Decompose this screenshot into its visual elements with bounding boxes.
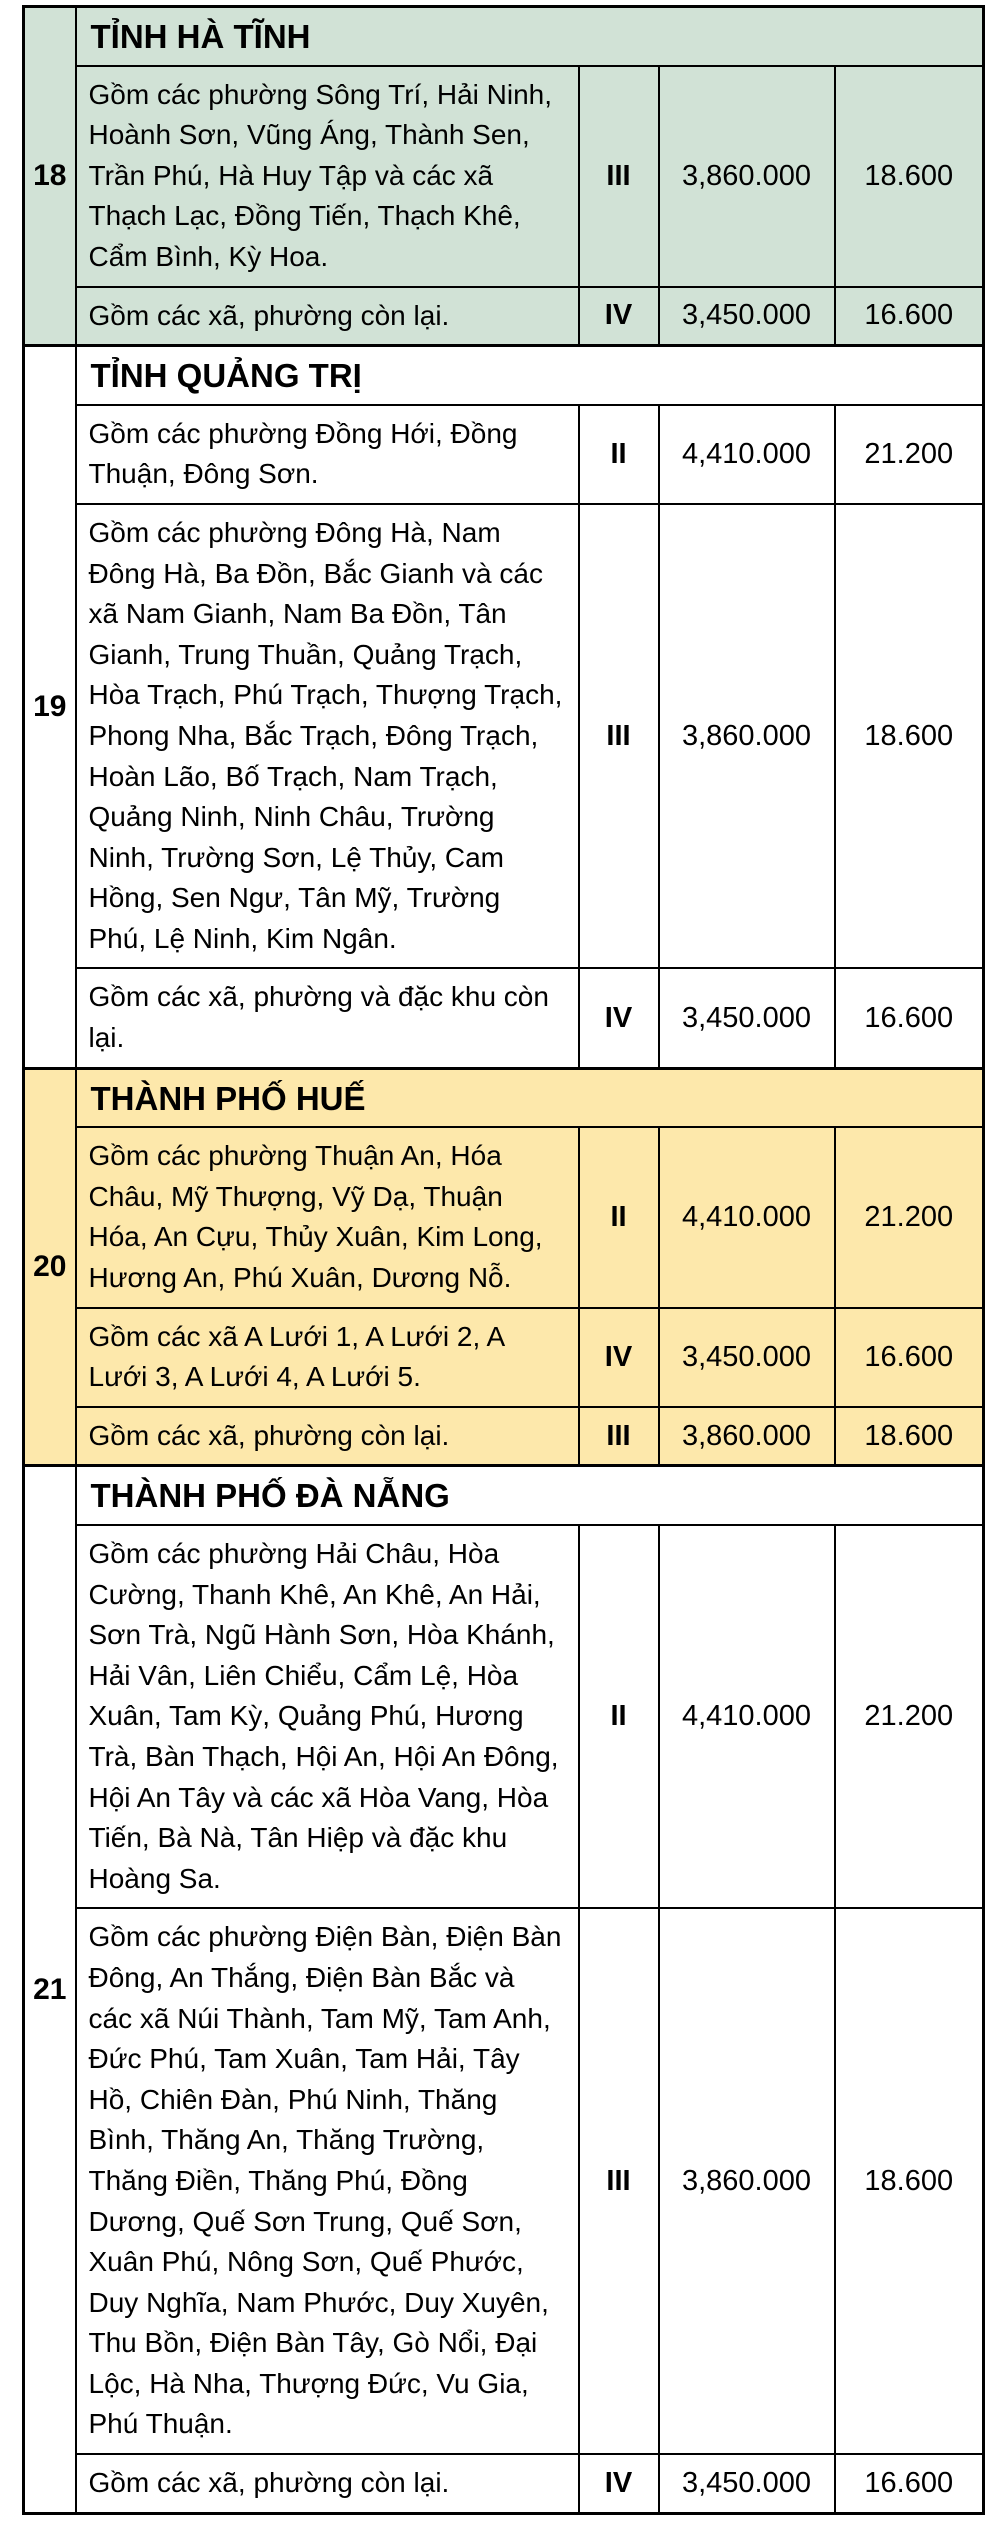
row-number: 21 (22, 1464, 77, 2515)
hourly-wage: 16.600 (833, 967, 985, 1070)
region-level: IV (577, 1306, 660, 1408)
area-description: Gồm các xã A Lưới 1, A Lưới 2, A Lưới 3,… (74, 1306, 580, 1408)
province-header: THÀNH PHỐ ĐÀ NẴNG (74, 1464, 985, 1527)
region-level: IV (577, 967, 660, 1070)
area-description: Gồm các xã, phường còn lại. (74, 285, 580, 347)
area-description: Gồm các phường Đông Hà, Nam Đông Hà, Ba … (74, 502, 580, 970)
wage-row: Gồm các xã, phường còn lại. IV 3,450.000… (24, 2453, 985, 2515)
section-header-row: 18 TỈNH HÀ TĨNH (22, 5, 985, 347)
region-level: IV (577, 285, 660, 347)
section-header-row: 19 TỈNH QUẢNG TRỊ (22, 344, 985, 1070)
monthly-wage: 3,860.000 (657, 64, 836, 288)
wage-row: Gồm các xã, phường còn lại. III 3,860.00… (24, 1405, 985, 1467)
wage-row: Gồm các phường Đồng Hới, Đồng Thuận, Đôn… (24, 403, 985, 505)
wage-row: Gồm các phường Sông Trí, Hải Ninh, Hoành… (24, 64, 985, 288)
region-level: III (577, 502, 660, 970)
monthly-wage: 3,860.000 (657, 502, 836, 970)
row-number: 18 (22, 5, 77, 347)
wage-row: Gồm các phường Đông Hà, Nam Đông Hà, Ba … (24, 502, 985, 970)
monthly-wage: 4,410.000 (657, 403, 836, 505)
monthly-wage: 3,450.000 (657, 285, 836, 347)
wage-row: Gồm các xã, phường và đặc khu còn lại. I… (24, 967, 985, 1070)
monthly-wage: 3,450.000 (657, 1306, 836, 1408)
monthly-wage: 3,450.000 (657, 967, 836, 1070)
area-description: Gồm các phường Thuận An, Hóa Châu, Mỹ Th… (74, 1126, 580, 1309)
region-level: II (577, 1126, 660, 1309)
hourly-wage: 16.600 (833, 1306, 985, 1408)
wage-row: Gồm các phường Thuận An, Hóa Châu, Mỹ Th… (24, 1126, 985, 1309)
section-header-row: 21 THÀNH PHỐ ĐÀ NẴNG (22, 1464, 985, 2515)
area-description: Gồm các phường Hải Châu, Hòa Cường, Than… (74, 1523, 580, 1910)
region-level: II (577, 1523, 660, 1910)
area-description: Gồm các phường Đồng Hới, Đồng Thuận, Đôn… (74, 403, 580, 505)
hourly-wage: 16.600 (833, 285, 985, 347)
region-level: III (577, 1405, 660, 1467)
hourly-wage: 18.600 (833, 64, 985, 288)
area-description: Gồm các xã, phường còn lại. (74, 1405, 580, 1467)
section-header-row: 20 THÀNH PHỐ HUẾ (22, 1067, 985, 1467)
province-header: THÀNH PHỐ HUẾ (74, 1067, 985, 1129)
wage-row: Gồm các phường Điện Bàn, Điện Bàn Đông, … (24, 1907, 985, 2456)
monthly-wage: 3,860.000 (657, 1907, 836, 2456)
wage-row: Gồm các xã A Lưới 1, A Lưới 2, A Lưới 3,… (24, 1306, 985, 1408)
monthly-wage: 3,450.000 (657, 2453, 836, 2515)
area-description: Gồm các xã, phường và đặc khu còn lại. (74, 967, 580, 1070)
row-number: 19 (22, 344, 77, 1070)
area-description: Gồm các xã, phường còn lại. (74, 2453, 580, 2515)
minimum-wage-table: 18 TỈNH HÀ TĨNH Gồm các phường Sông Trí,… (22, 5, 986, 2515)
hourly-wage: 18.600 (833, 1907, 985, 2456)
hourly-wage: 16.600 (833, 2453, 985, 2515)
province-header: TỈNH QUẢNG TRỊ (74, 344, 985, 406)
region-level: IV (577, 2453, 660, 2515)
region-level: III (577, 1907, 660, 2456)
hourly-wage: 18.600 (833, 1405, 985, 1467)
province-header: TỈNH HÀ TĨNH (74, 5, 985, 67)
row-number: 20 (22, 1067, 77, 1467)
wage-row: Gồm các xã, phường còn lại. IV 3,450.000… (24, 285, 985, 347)
section-18: 18 TỈNH HÀ TĨNH Gồm các phường Sông Trí,… (22, 5, 985, 347)
monthly-wage: 3,860.000 (657, 1405, 836, 1467)
region-level: III (577, 64, 660, 288)
area-description: Gồm các phường Sông Trí, Hải Ninh, Hoành… (74, 64, 580, 288)
hourly-wage: 18.600 (833, 502, 985, 970)
monthly-wage: 4,410.000 (657, 1126, 836, 1309)
area-description: Gồm các phường Điện Bàn, Điện Bàn Đông, … (74, 1907, 580, 2456)
section-20: 20 THÀNH PHỐ HUẾ Gồm các phường Thuận An… (22, 1067, 985, 1467)
section-21: 21 THÀNH PHỐ ĐÀ NẴNG Gồm các phường Hải … (22, 1464, 985, 2515)
hourly-wage: 21.200 (833, 1523, 985, 1910)
monthly-wage: 4,410.000 (657, 1523, 836, 1910)
region-level: II (577, 403, 660, 505)
section-19: 19 TỈNH QUẢNG TRỊ Gồm các phường Đồng Hớ… (22, 344, 985, 1070)
hourly-wage: 21.200 (833, 1126, 985, 1309)
wage-row: Gồm các phường Hải Châu, Hòa Cường, Than… (24, 1523, 985, 1910)
hourly-wage: 21.200 (833, 403, 985, 505)
